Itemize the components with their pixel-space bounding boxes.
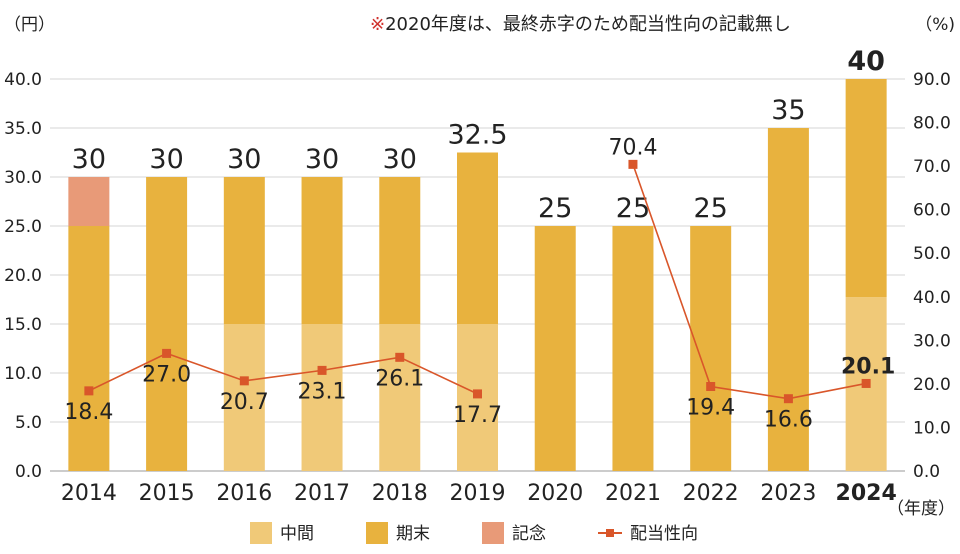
- payout-point: [395, 352, 405, 362]
- payout-point: [473, 389, 482, 399]
- legend-label: 期末: [396, 524, 430, 544]
- y-right-tick-label: 70.0: [913, 157, 951, 177]
- payout-label: 16.6: [764, 408, 813, 433]
- bars: [68, 79, 887, 471]
- bar-segment: [457, 152, 498, 324]
- payout-label: 26.1: [375, 366, 424, 391]
- bar-total-label: 30: [72, 144, 106, 175]
- bar-segment: [379, 324, 421, 471]
- payout-line-segment: [632, 164, 867, 400]
- y-right-tick-label: 90.0: [913, 70, 951, 90]
- legend-swatch: [250, 522, 272, 544]
- payout-line-segment: [88, 352, 478, 395]
- legend-label: 記念: [512, 523, 546, 544]
- bar-segment: [301, 324, 343, 471]
- bar-segment: [612, 226, 654, 471]
- x-tick-label: 2019: [450, 481, 506, 506]
- payout-point: [317, 365, 327, 375]
- x-tick-label: 2016: [216, 481, 272, 506]
- payout-label: 20.7: [220, 390, 269, 415]
- y-left-tick-label: 35.0: [4, 119, 42, 139]
- y-right-tick-label: 20.0: [913, 375, 951, 395]
- x-tick-label: 2023: [760, 481, 816, 506]
- payout-label: 18.4: [64, 400, 113, 425]
- y-left-tick-label: 15.0: [4, 315, 42, 335]
- payout-point: [239, 376, 249, 386]
- bar-total-label: 30: [305, 144, 339, 175]
- y-left-tick-label: 10.0: [4, 364, 42, 384]
- payout-ratio-line: 18.4 27.0 20.7 23.1 26.1 17.7 70.4 19.4 16.6 20.1: [64, 135, 895, 432]
- bar-segment: [845, 79, 887, 298]
- bar-total-label: 30: [227, 144, 261, 175]
- x-tick-label: 2015: [139, 481, 195, 506]
- payout-point: [84, 386, 94, 396]
- payout-point: [628, 159, 638, 169]
- legend-label: 中間: [280, 524, 314, 544]
- bar-segment: [68, 177, 110, 226]
- bar-segment: [223, 324, 265, 471]
- bar-segment: [301, 177, 343, 324]
- bar-total-label: 25: [694, 193, 728, 224]
- right-axis-unit: （%): [915, 15, 955, 35]
- y-left-tick-label: 20.0: [4, 266, 42, 286]
- bar-total-label: 35: [771, 95, 805, 126]
- y-right-tick-label: 80.0: [913, 114, 951, 134]
- payout-point: [162, 348, 172, 358]
- bar-total-label: 30: [383, 144, 417, 175]
- x-tick-label: 2024: [836, 481, 897, 506]
- payout-label: 27.0: [142, 362, 191, 387]
- payout-point: [706, 382, 716, 392]
- bar-total-label: 40: [847, 46, 885, 77]
- legend: 中間 期末 記念 配当性向: [250, 522, 698, 544]
- chart-note: ※2020年度は、最終赤字のため配当性向の記載無し: [370, 14, 791, 35]
- bar-segment: [690, 226, 732, 471]
- bar-total-label: 30: [149, 144, 183, 175]
- x-axis-unit: （年度）: [887, 499, 955, 519]
- payout-point: [783, 394, 793, 404]
- y-right-tick-label: 60.0: [913, 201, 951, 221]
- payout-label: 23.1: [298, 379, 347, 404]
- legend-label: 配当性向: [630, 524, 698, 544]
- x-tick-label: 2022: [683, 481, 739, 506]
- note-text: 2020年度は、最終赤字のため配当性向の記載無し: [385, 14, 791, 35]
- bar-total-label: 32.5: [447, 120, 507, 151]
- legend-swatch: [366, 522, 388, 544]
- left-axis-unit: （円）: [4, 15, 55, 35]
- bar-segment: [379, 177, 421, 324]
- bar-segment: [223, 177, 265, 324]
- y-left-tick-label: 0.0: [15, 462, 42, 482]
- payout-label: 70.4: [608, 135, 657, 160]
- x-tick-label: 2021: [605, 481, 661, 506]
- legend-marker: [606, 529, 614, 537]
- y-right-tick-label: 50.0: [913, 244, 951, 264]
- payout-label: 19.4: [686, 396, 735, 421]
- bar-segment: [767, 128, 809, 471]
- x-tick-label: 2020: [527, 481, 583, 506]
- legend-swatch: [482, 522, 504, 544]
- payout-label: 20.1: [841, 354, 895, 379]
- note-mark: ※: [370, 14, 385, 35]
- y-right-tick-label: 40.0: [913, 288, 951, 308]
- bar-total-label: 25: [538, 193, 572, 224]
- x-tick-label: 2018: [372, 481, 428, 506]
- y-right-tick-label: 10.0: [913, 418, 951, 438]
- x-tick-label: 2017: [294, 481, 350, 506]
- x-tick-label: 2014: [61, 481, 117, 506]
- y-left-tick-label: 5.0: [15, 413, 42, 433]
- y-right-tick-label: 30.0: [913, 331, 951, 351]
- payout-point: [861, 378, 871, 388]
- bar-segment: [68, 226, 110, 471]
- y-left-tick-label: 30.0: [4, 168, 42, 188]
- y-left-tick-label: 25.0: [4, 217, 42, 237]
- bar-segment: [146, 177, 188, 471]
- axes: 0.0 5.0 10.0 15.0 20.0 25.0 30.0 35.0 40.0 0.0 10.…: [4, 70, 951, 506]
- y-right-tick-label: 0.0: [913, 462, 940, 482]
- bar-segment: [534, 226, 576, 471]
- y-left-tick-label: 40.0: [4, 70, 42, 90]
- payout-label: 17.7: [453, 403, 502, 428]
